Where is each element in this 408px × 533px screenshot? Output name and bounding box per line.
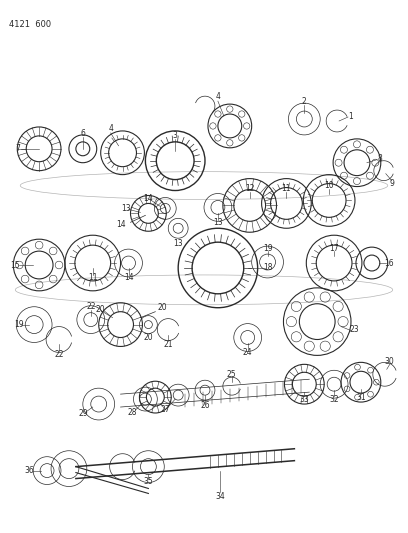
Text: 22: 22	[54, 350, 64, 359]
Text: 13: 13	[173, 239, 183, 248]
Text: 4: 4	[108, 124, 113, 133]
Text: 7: 7	[15, 144, 20, 154]
Text: 17: 17	[329, 244, 339, 253]
Text: 24: 24	[243, 348, 253, 357]
Text: 19: 19	[263, 244, 273, 253]
Text: 16: 16	[384, 259, 394, 268]
Text: 29: 29	[78, 409, 88, 418]
Text: 14: 14	[116, 220, 125, 229]
Text: 6: 6	[80, 130, 85, 139]
Text: 1: 1	[348, 111, 353, 120]
Text: 4: 4	[215, 92, 220, 101]
Text: 26: 26	[200, 401, 210, 409]
Text: 14: 14	[124, 273, 133, 282]
Text: 30: 30	[385, 357, 395, 366]
Text: 15: 15	[11, 261, 20, 270]
Text: 3: 3	[173, 132, 177, 140]
Text: 34: 34	[215, 492, 225, 501]
Text: 27: 27	[160, 405, 170, 414]
Text: 25: 25	[227, 370, 237, 379]
Text: 28: 28	[128, 408, 137, 416]
Text: 33: 33	[299, 394, 309, 403]
Text: 32: 32	[329, 394, 339, 403]
Text: 8: 8	[377, 154, 382, 163]
Text: 22: 22	[86, 302, 95, 311]
Text: 31: 31	[356, 393, 366, 401]
Text: 10: 10	[324, 181, 334, 190]
Text: 2: 2	[302, 96, 307, 106]
Text: 20: 20	[157, 303, 167, 312]
Text: 36: 36	[24, 466, 34, 475]
Text: 11: 11	[88, 273, 98, 282]
Text: 12: 12	[245, 184, 255, 193]
Text: 13: 13	[121, 204, 130, 213]
Text: 19: 19	[14, 320, 24, 329]
Text: 35: 35	[144, 477, 153, 486]
Text: 9: 9	[389, 179, 394, 188]
Text: 21: 21	[164, 340, 173, 349]
Text: 23: 23	[349, 325, 359, 334]
Text: 18: 18	[263, 263, 272, 272]
Text: 13: 13	[213, 218, 223, 227]
Text: 4121  600: 4121 600	[9, 20, 51, 29]
Text: 20: 20	[144, 333, 153, 342]
Text: 20: 20	[96, 305, 106, 314]
Text: 11: 11	[282, 184, 291, 193]
Text: 14: 14	[144, 194, 153, 203]
